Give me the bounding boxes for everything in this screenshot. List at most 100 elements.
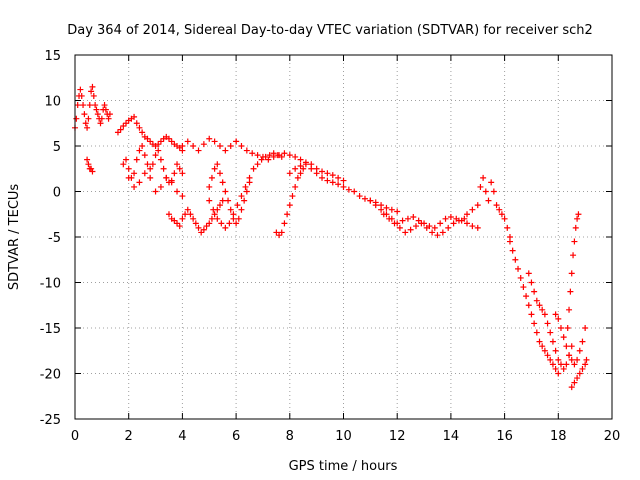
data-point [480,174,487,181]
y-tick-label: -5 [48,231,61,246]
data-point [131,113,138,120]
data-point [574,215,581,222]
data-point [572,224,579,231]
data-point [152,152,159,159]
data-point [176,223,183,230]
data-point [182,211,189,218]
data-point [179,143,186,149]
data-point [136,124,143,131]
data-point [214,161,221,168]
data-point [258,156,265,163]
data-point [391,220,398,227]
x-tick-label: 4 [178,429,186,444]
data-point [184,138,191,145]
data-point [404,215,411,222]
x-tick-label: 12 [389,429,406,444]
data-point [227,206,234,213]
data-point [319,168,326,175]
data-point [531,320,538,327]
data-point [214,215,221,222]
data-point [557,361,564,368]
data-point [74,102,81,109]
data-point [445,224,452,231]
data-point [98,115,105,122]
data-point [147,165,154,172]
data-point [324,177,331,184]
data-point [512,256,519,263]
x-tick-label: 20 [604,429,621,444]
data-point [281,150,288,157]
data-points [72,83,590,391]
data-point [555,315,562,322]
data-point [469,206,476,213]
data-point [195,147,202,154]
data-point [206,135,213,142]
data-point [242,183,249,190]
data-point [77,86,84,93]
data-point [329,172,336,179]
data-point [184,206,191,213]
data-point [490,188,497,195]
data-point [340,183,347,190]
data-point [541,347,548,354]
data-point [566,352,573,359]
data-point [571,361,578,368]
data-point [515,265,522,272]
data-point [292,165,299,172]
data-point [439,229,446,236]
data-point [367,197,374,204]
data-point [227,143,234,149]
data-point [292,153,299,160]
data-point [297,156,304,163]
data-point [206,197,213,204]
data-point [187,211,194,218]
data-point [501,215,508,222]
data-point [552,365,559,372]
data-point [464,211,471,218]
data-point [89,168,96,175]
data-point [488,179,495,186]
data-point [198,229,205,236]
data-point [171,217,178,224]
data-point [246,174,253,181]
data-point [190,215,197,222]
data-point [482,188,489,195]
data-point [533,297,540,304]
data-point [555,356,562,363]
data-point [547,329,554,336]
data-point [517,274,524,281]
data-point [388,206,395,213]
data-point [85,161,92,168]
data-point [276,152,283,159]
data-point [407,226,414,233]
data-point [101,102,108,109]
x-tick-label: 14 [443,429,460,444]
data-point [552,311,559,318]
data-point [133,156,140,163]
y-tick-label: -25 [40,413,61,428]
data-point [216,202,223,209]
data-point [92,102,99,109]
data-point [222,224,229,231]
data-point [93,106,100,113]
data-point [396,224,403,231]
data-point [504,224,511,231]
data-point [238,206,245,213]
data-point [567,288,574,295]
data-point [541,311,548,318]
data-point [90,92,97,99]
x-tick-label: 16 [496,429,513,444]
data-point [579,338,586,345]
data-point [469,223,476,230]
data-point [582,361,589,368]
data-point [560,365,567,372]
data-point [94,111,101,118]
data-point [571,379,578,386]
data-point [195,224,202,231]
data-point [570,252,577,259]
data-point [163,174,170,181]
data-point [345,186,352,193]
data-point [168,138,175,145]
data-point [276,232,283,239]
data-point [582,325,589,331]
